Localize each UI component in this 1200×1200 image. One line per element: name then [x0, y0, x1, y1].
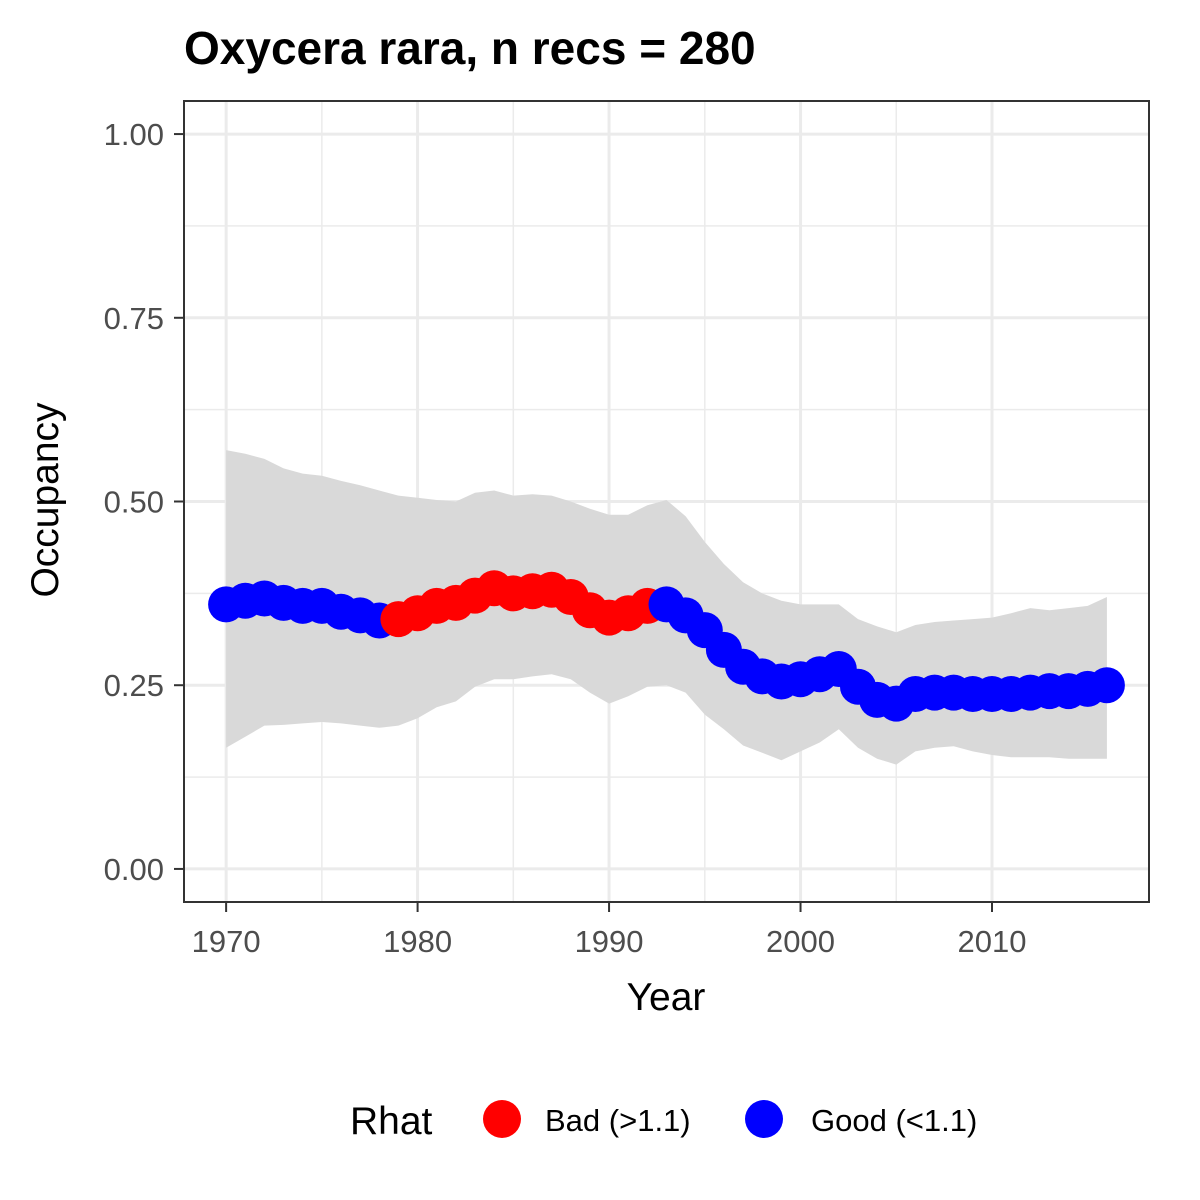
legend-title: Rhat: [350, 1100, 433, 1143]
x-tick-label: 1990: [575, 924, 644, 959]
x-axis: 1970 1980 1990 2000 2010: [192, 902, 1027, 959]
x-tick-label: 1980: [383, 924, 452, 959]
x-tick-label: 1970: [192, 924, 261, 959]
y-axis-title: Occupancy: [24, 402, 67, 598]
chart-title: Oxycera rara, n recs = 280: [184, 22, 756, 74]
plot-panel: [183, 100, 1150, 903]
y-tick-label: 0.50: [104, 485, 164, 520]
y-tick-label: 0.25: [104, 668, 164, 703]
y-tick-label: 0.75: [104, 301, 164, 336]
x-tick-label: 2010: [958, 924, 1027, 959]
occupancy-points: [208, 570, 1125, 722]
y-tick-label: 1.00: [104, 117, 164, 152]
y-axis: 0.00 0.25 0.50 0.75 1.00: [104, 117, 184, 887]
x-axis-title: Year: [627, 976, 706, 1019]
legend-bad-label: Bad (>1.1): [545, 1103, 691, 1138]
legend-bad-swatch: [483, 1100, 521, 1138]
legend-good-swatch: [745, 1100, 783, 1138]
legend: Rhat Bad (>1.1) Good (<1.1): [350, 1100, 977, 1143]
legend-good-label: Good (<1.1): [811, 1103, 977, 1138]
occupancy-point: [1088, 667, 1125, 704]
x-tick-label: 2000: [766, 924, 835, 959]
y-tick-label: 0.00: [104, 852, 164, 887]
